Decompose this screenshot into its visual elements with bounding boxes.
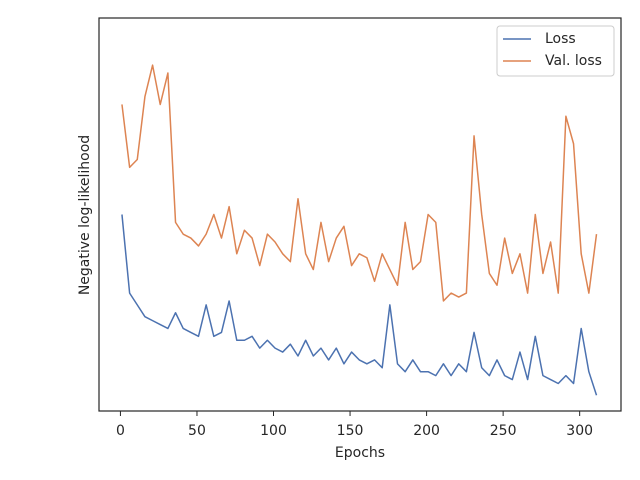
x-tick-label: 0 [116,423,125,439]
legend-label: Val. loss [545,53,602,69]
legend-label: Loss [545,31,576,47]
x-tick-label: 200 [413,423,440,439]
series-line [121,64,598,302]
series-line [121,214,598,396]
x-axis-label: Epochs [335,445,385,461]
y-axis-label: Negative log-likelihood [77,135,93,295]
x-tick-label: 50 [188,423,206,439]
x-tick-label: 100 [260,423,287,439]
x-tick-label: 300 [566,423,593,439]
x-tick-label: 250 [490,423,517,439]
x-tick-label: 150 [337,423,364,439]
plot-frame [98,17,622,412]
